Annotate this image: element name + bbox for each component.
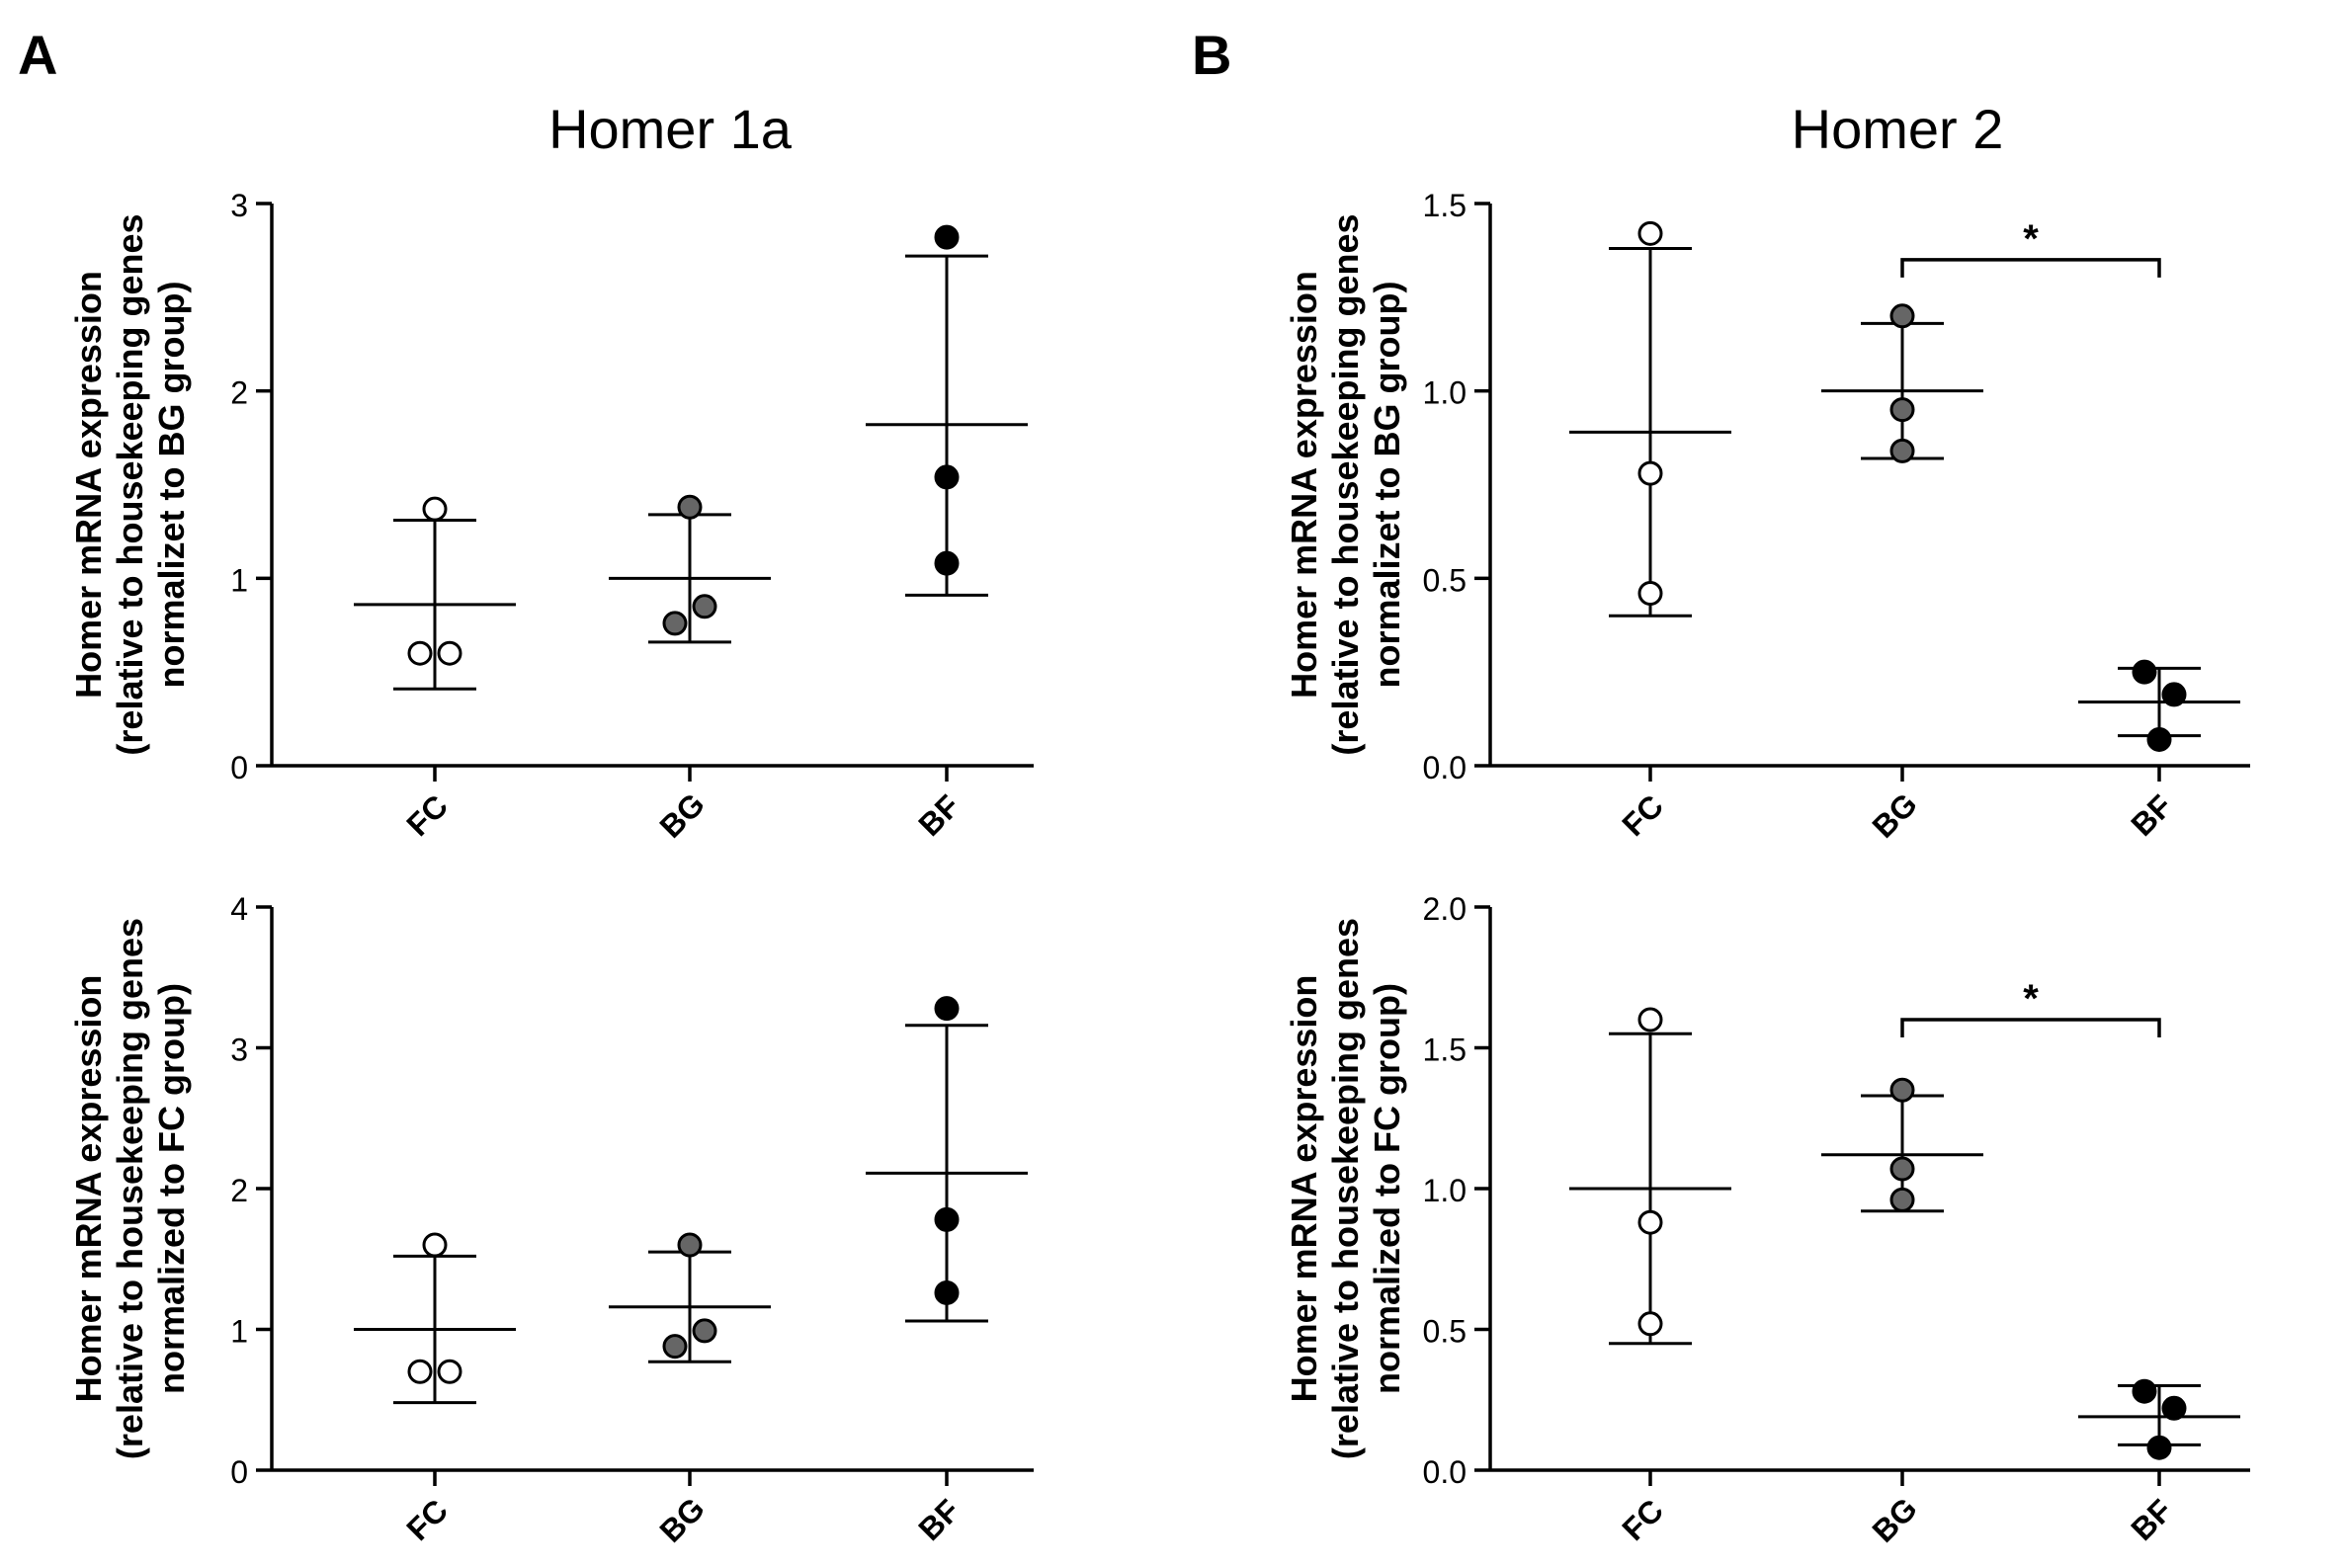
y-axis-title-line: Homer mRNA expression [1284, 975, 1324, 1403]
y-axis-title-line: Homer mRNA expression [68, 271, 109, 699]
data-point-fc [1637, 581, 1663, 607]
data-point-bf [2146, 1435, 2172, 1460]
y-tick-label: 2 [230, 375, 248, 411]
x-tick-label-bg: BG [653, 1491, 712, 1549]
significance-bracket [1900, 1018, 2161, 1037]
y-tick-label: 1.5 [1423, 188, 1467, 223]
data-point-fc [422, 496, 448, 522]
data-point-bf [934, 1206, 960, 1232]
chart-3: 0 1 2 3 4 Homer mRNA expression (relative to h… [68, 891, 1034, 1549]
significance-bracket [1900, 258, 2161, 278]
data-point-bf [934, 996, 960, 1022]
x-tick-label-bf: BF [911, 1492, 966, 1547]
y-tick-label: 3 [230, 1032, 248, 1068]
data-point-fc [407, 1359, 433, 1384]
y-tick-label: 1.0 [1423, 375, 1467, 411]
data-point-bg [1889, 1077, 1915, 1103]
data-point-bg [1889, 1187, 1915, 1212]
y-tick-label: 2 [230, 1173, 248, 1208]
x-tick-label-fc: FC [399, 1492, 455, 1547]
data-point-fc [437, 640, 462, 666]
data-point-bf [934, 550, 960, 576]
significance-marker: * [2023, 977, 2039, 1021]
y-axis-title-line: normalized to FC group) [151, 983, 192, 1394]
y-axis-title-line: (relative to housekeeping genes [1325, 213, 1366, 755]
x-tick-label-fc: FC [399, 787, 455, 843]
y-tick-label: 0.5 [1423, 1314, 1467, 1350]
y-tick-label: 0 [230, 1454, 248, 1490]
x-tick-label-bf: BF [2124, 1492, 2179, 1547]
y-tick-label: 0.5 [1423, 562, 1467, 598]
x-tick-label-bg: BG [1866, 1491, 1924, 1549]
y-axis-title-line: normalizet to BG group) [151, 282, 192, 689]
x-tick-label-bf: BF [911, 787, 966, 843]
y-tick-label: 0 [230, 750, 248, 785]
data-point-bf [2132, 659, 2157, 685]
chart-2: 0.0 0.5 1.0 1.5 Homer mRNA expression (relati… [1284, 188, 2250, 845]
data-point-bg [662, 611, 688, 636]
significance-marker: * [2023, 217, 2039, 261]
data-point-fc [422, 1232, 448, 1258]
y-tick-label: 1.5 [1423, 1032, 1467, 1068]
data-point-bf [2161, 682, 2187, 707]
data-point-bf [934, 224, 960, 250]
data-point-bg [677, 494, 703, 520]
data-point-fc [437, 1359, 462, 1384]
y-axis-title-line: (relative to housekeeping genes [110, 213, 150, 755]
x-tick-label-bg: BG [653, 786, 712, 845]
panel-title-a: Homer 1a [548, 98, 793, 160]
x-tick-label-fc: FC [1615, 1492, 1670, 1547]
data-point-bf [2161, 1395, 2187, 1421]
data-point-bg [662, 1334, 688, 1360]
y-axis-title-line: (relative to housekeeping genes [110, 918, 150, 1459]
x-tick-label-fc: FC [1615, 787, 1670, 843]
y-tick-label: 1.0 [1423, 1173, 1467, 1208]
y-tick-label: 0.0 [1423, 750, 1467, 785]
data-point-bf [934, 464, 960, 490]
y-axis-title-line: (relative to housekeeping genes [1325, 918, 1366, 1459]
chart-4: 0.0 0.5 1.0 1.5 2.0 Homer mRNA expression (rel… [1284, 891, 2250, 1549]
data-point-bg [1889, 1156, 1915, 1182]
data-point-fc [1637, 220, 1663, 246]
x-tick-label-bf: BF [2124, 787, 2179, 843]
data-point-bf [2132, 1378, 2157, 1404]
data-point-bf [934, 1279, 960, 1305]
y-axis-title-line: normalized to FC group) [1367, 983, 1407, 1394]
data-point-fc [1637, 1007, 1663, 1032]
data-point-fc [1637, 1209, 1663, 1235]
y-axis-title-line: Homer mRNA expression [68, 975, 109, 1403]
panel-label-b: B [1192, 24, 1231, 86]
data-point-fc [1637, 1311, 1663, 1337]
y-tick-label: 3 [230, 188, 248, 223]
data-point-bg [692, 1318, 717, 1344]
y-tick-label: 1 [230, 1314, 248, 1350]
y-tick-label: 2.0 [1423, 891, 1467, 927]
data-point-fc [1637, 460, 1663, 486]
data-point-bg [1889, 303, 1915, 329]
data-point-bf [2146, 726, 2172, 752]
panel-title-b: Homer 2 [1792, 98, 2004, 160]
data-point-bg [692, 594, 717, 619]
y-tick-label: 0.0 [1423, 1454, 1467, 1490]
y-tick-label: 1 [230, 562, 248, 598]
panel-label-a: A [18, 24, 57, 86]
x-tick-label-bg: BG [1866, 786, 1924, 845]
y-axis-title-line: Homer mRNA expression [1284, 271, 1324, 699]
data-point-bg [1889, 438, 1915, 463]
data-point-bg [677, 1232, 703, 1258]
y-tick-label: 4 [230, 891, 248, 927]
data-point-bg [1889, 397, 1915, 423]
chart-1: 0 1 2 3 Homer mRNA expression (relative to ho… [68, 188, 1034, 845]
data-point-fc [407, 640, 433, 666]
y-axis-title-line: normalizet to BG group) [1367, 282, 1407, 689]
